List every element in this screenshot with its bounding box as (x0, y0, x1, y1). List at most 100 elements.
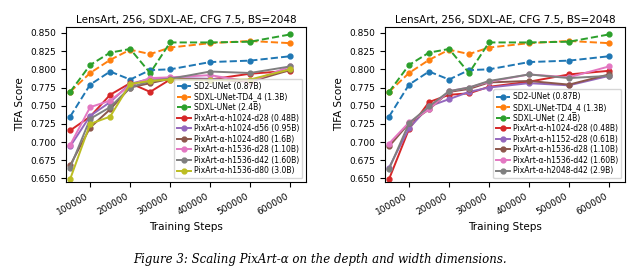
SDXL-UNet (2.4B) (147, 71, 154, 74)
PixArt-α-h1024-d80 (1.6B) (147, 82, 154, 85)
SDXL-UNet (2.4B) (67, 90, 74, 93)
PixArt-α-h1536-d28 (1.10B) (525, 79, 533, 82)
PixArt-α-h1024-d28 (0.48B) (485, 85, 493, 88)
SDXL-UNet (2.4B) (106, 51, 114, 54)
PixArt-α-h1024-d28 (0.48B) (126, 82, 134, 85)
Line: SDXL-UNet-TD4_4 (1.3B): SDXL-UNet-TD4_4 (1.3B) (387, 39, 611, 94)
SDXL-UNet (2.4B) (525, 41, 533, 44)
PixArt-α-h1024-d28 (0.48B) (405, 127, 413, 131)
Line: PixArt-α-h1536-d28 (1.10B): PixArt-α-h1536-d28 (1.10B) (68, 64, 292, 147)
PixArt-α-h2048-d42 (2.9B) (605, 74, 613, 77)
PixArt-α-h2048-d42 (2.9B) (565, 76, 573, 80)
PixArt-α-h1536-d42 (1.60B) (565, 76, 573, 79)
PixArt-α-h1024-d56 (0.95B) (126, 82, 134, 85)
PixArt-α-h1152-d28 (0.61B) (445, 98, 453, 101)
Line: PixArt-α-h2048-d42 (2.9B): PixArt-α-h2048-d42 (2.9B) (387, 72, 611, 171)
SDXL-UNet-TD4_4 (1.3B) (286, 41, 294, 45)
SD2-UNet (0.87B) (445, 78, 453, 81)
PixArt-α-h1024-d28 (0.48B) (465, 92, 473, 95)
SDXL-UNet-TD4_4 (1.3B) (605, 41, 613, 45)
PixArt-α-h1024-d56 (0.95B) (246, 80, 254, 83)
X-axis label: Training Steps: Training Steps (468, 222, 542, 232)
PixArt-α-h1536-d80 (3.0B) (147, 79, 154, 82)
PixArt-α-h1536-d42 (1.60B) (67, 166, 74, 169)
SD2-UNet (0.87B) (246, 59, 254, 62)
PixArt-α-h1536-d42 (1.60B) (126, 86, 134, 89)
PixArt-α-h1152-d28 (0.61B) (385, 166, 393, 169)
SDXL-UNet (2.4B) (166, 41, 174, 44)
PixArt-α-h1024-d80 (1.6B) (106, 108, 114, 111)
PixArt-α-h1024-d28 (0.48B) (525, 80, 533, 83)
SD2-UNet (0.87B) (86, 83, 94, 86)
PixArt-α-h1536-d42 (1.60B) (106, 106, 114, 109)
Line: PixArt-α-h1024-d28 (0.48B): PixArt-α-h1024-d28 (0.48B) (387, 68, 611, 182)
SD2-UNet (0.87B) (525, 60, 533, 64)
PixArt-α-h1536-d80 (3.0B) (166, 78, 174, 81)
SD2-UNet (0.87B) (385, 115, 393, 118)
PixArt-α-h1024-d80 (1.6B) (166, 77, 174, 80)
PixArt-α-h1536-d28 (1.10B) (286, 65, 294, 68)
PixArt-α-h1024-d28 (0.48B) (565, 73, 573, 76)
PixArt-α-h1536-d42 (1.60B) (246, 71, 254, 74)
SDXL-UNet-TD4_4 (1.3B) (206, 41, 214, 45)
SD2-UNet (0.87B) (126, 78, 134, 81)
SDXL-UNet (2.4B) (605, 33, 613, 36)
PixArt-α-h1024-d28 (0.48B) (425, 101, 433, 104)
Line: PixArt-α-h1536-d42 (1.60B): PixArt-α-h1536-d42 (1.60B) (387, 64, 611, 146)
SDXL-UNet-TD4_4 (1.3B) (67, 90, 74, 93)
PixArt-α-h1536-d42 (1.60B) (485, 80, 493, 83)
PixArt-α-h1536-d42 (1.60B) (425, 108, 433, 111)
Legend: SD2-UNet (0.87B), SDXL-UNet-TD4_4 (1.3B), SDXL-UNet (2.4B), PixArt-α-h1024-d28 (: SD2-UNet (0.87B), SDXL-UNet-TD4_4 (1.3B)… (493, 89, 621, 178)
Title: LensArt, 256, SDXL-AE, CFG 7.5, BS=2048: LensArt, 256, SDXL-AE, CFG 7.5, BS=2048 (76, 15, 296, 25)
PixArt-α-h1536-d80 (3.0B) (106, 115, 114, 118)
PixArt-α-h1024-d56 (0.95B) (166, 76, 174, 80)
PixArt-α-h1536-d28 (1.10B) (605, 73, 613, 76)
PixArt-α-h1536-d28 (1.10B) (385, 145, 393, 148)
SD2-UNet (0.87B) (465, 68, 473, 72)
SDXL-UNet-TD4_4 (1.3B) (525, 41, 533, 45)
SD2-UNet (0.87B) (485, 68, 493, 71)
PixArt-α-h1536-d42 (1.60B) (605, 65, 613, 68)
PixArt-α-h1536-d42 (1.60B) (465, 86, 473, 89)
PixArt-α-h1536-d42 (1.60B) (445, 90, 453, 93)
PixArt-α-h1024-d80 (1.6B) (126, 86, 134, 89)
SD2-UNet (0.87B) (286, 55, 294, 58)
PixArt-α-h1024-d28 (0.48B) (86, 115, 94, 118)
SDXL-UNet (2.4B) (206, 41, 214, 44)
PixArt-α-h2048-d42 (2.9B) (525, 73, 533, 76)
Line: PixArt-α-h1024-d80 (1.6B): PixArt-α-h1024-d80 (1.6B) (68, 68, 292, 168)
SDXL-UNet-TD4_4 (1.3B) (445, 48, 453, 51)
SD2-UNet (0.87B) (166, 68, 174, 71)
PixArt-α-h1024-d28 (0.48B) (206, 78, 214, 81)
PixArt-α-h1536-d80 (3.0B) (206, 79, 214, 82)
SDXL-UNet (2.4B) (405, 63, 413, 66)
Line: PixArt-α-h1536-d28 (1.10B): PixArt-α-h1536-d28 (1.10B) (387, 72, 611, 149)
SDXL-UNet (2.4B) (86, 63, 94, 66)
PixArt-α-h1152-d28 (0.61B) (565, 84, 573, 87)
PixArt-α-h2048-d42 (2.9B) (425, 105, 433, 108)
PixArt-α-h1536-d42 (1.60B) (206, 70, 214, 73)
PixArt-α-h1536-d28 (1.10B) (67, 143, 74, 147)
PixArt-α-h1024-d28 (0.48B) (106, 93, 114, 96)
SDXL-UNet-TD4_4 (1.3B) (246, 39, 254, 43)
PixArt-α-h1536-d28 (1.10B) (425, 108, 433, 111)
PixArt-α-h1536-d28 (1.10B) (405, 122, 413, 125)
PixArt-α-h1024-d28 (0.48B) (385, 177, 393, 181)
Title: LensArt, 256, SDXL-AE, CFG 7.5, BS=2048: LensArt, 256, SDXL-AE, CFG 7.5, BS=2048 (395, 15, 615, 25)
PixArt-α-h1536-d42 (1.60B) (385, 142, 393, 145)
PixArt-α-h1024-d56 (0.95B) (147, 77, 154, 80)
Line: SDXL-UNet (2.4B): SDXL-UNet (2.4B) (68, 32, 292, 94)
PixArt-α-h1536-d28 (1.10B) (246, 80, 254, 83)
SDXL-UNet-TD4_4 (1.3B) (86, 71, 94, 74)
SDXL-UNet-TD4_4 (1.3B) (405, 71, 413, 74)
Text: Figure 3: Scaling PixArt-α on the depth and width dimensions.: Figure 3: Scaling PixArt-α on the depth … (133, 253, 507, 266)
PixArt-α-h1536-d42 (1.60B) (147, 79, 154, 82)
PixArt-α-h2048-d42 (2.9B) (445, 90, 453, 93)
PixArt-α-h1536-d28 (1.10B) (465, 88, 473, 91)
X-axis label: Training Steps: Training Steps (149, 222, 223, 232)
PixArt-α-h1536-d80 (3.0B) (126, 82, 134, 85)
SDXL-UNet-TD4_4 (1.3B) (126, 48, 134, 51)
Legend: SD2-UNet (0.87B), SDXL-UNet-TD4_4 (1.3B), SDXL-UNet (2.4B), PixArt-α-h1024-d28 (: SD2-UNet (0.87B), SDXL-UNet-TD4_4 (1.3B)… (174, 79, 302, 178)
PixArt-α-h1024-d56 (0.95B) (67, 145, 74, 148)
PixArt-α-h1536-d42 (1.60B) (86, 117, 94, 120)
